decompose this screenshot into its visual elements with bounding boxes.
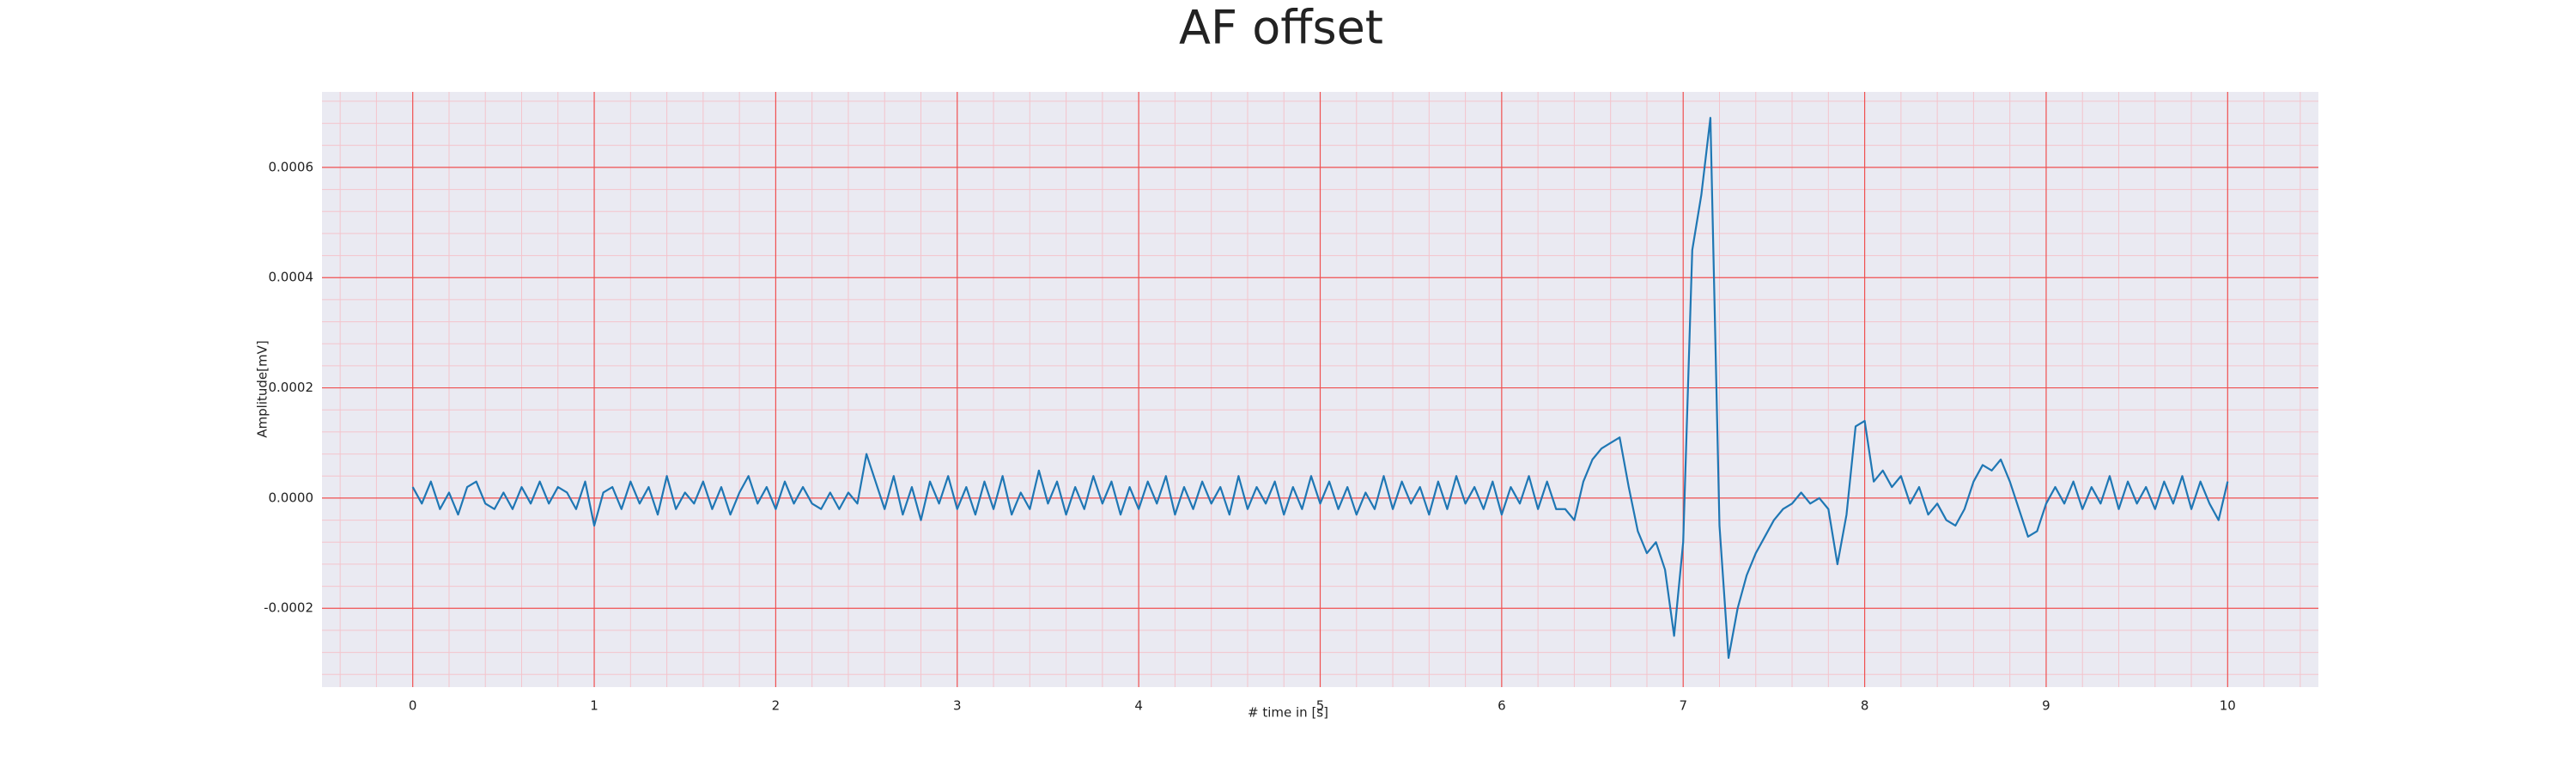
x-tick-label: 2 bbox=[772, 698, 781, 714]
x-tick-label: 4 bbox=[1134, 698, 1143, 714]
x-tick-label: 0 bbox=[409, 698, 417, 714]
data-line bbox=[411, 117, 2229, 660]
y-tick-label: 0.0004 bbox=[269, 270, 314, 285]
y-tick-label: 0.0002 bbox=[269, 380, 314, 395]
x-axis-label: # time in [s] bbox=[1248, 705, 1328, 721]
y-tick-label: 0.0006 bbox=[269, 159, 314, 174]
y-axis-label: Amplitude[mV] bbox=[255, 340, 270, 437]
x-tick-label: 7 bbox=[1679, 698, 1687, 714]
x-tick-label: 9 bbox=[2042, 698, 2050, 714]
x-tick-label: 8 bbox=[1861, 698, 1869, 714]
y-tick-label: 0.0000 bbox=[269, 490, 314, 505]
x-tick-label: 3 bbox=[953, 698, 962, 714]
x-tick-label: 5 bbox=[1316, 698, 1325, 714]
y-tick-label: -0.0002 bbox=[264, 600, 313, 616]
x-tick-label: 10 bbox=[2220, 698, 2236, 714]
x-tick-label: 1 bbox=[590, 698, 598, 714]
marks bbox=[411, 117, 2229, 660]
x-tick-label: 6 bbox=[1498, 698, 1506, 714]
chart-title: AF offset bbox=[1179, 1, 1383, 55]
grid bbox=[322, 92, 2318, 687]
